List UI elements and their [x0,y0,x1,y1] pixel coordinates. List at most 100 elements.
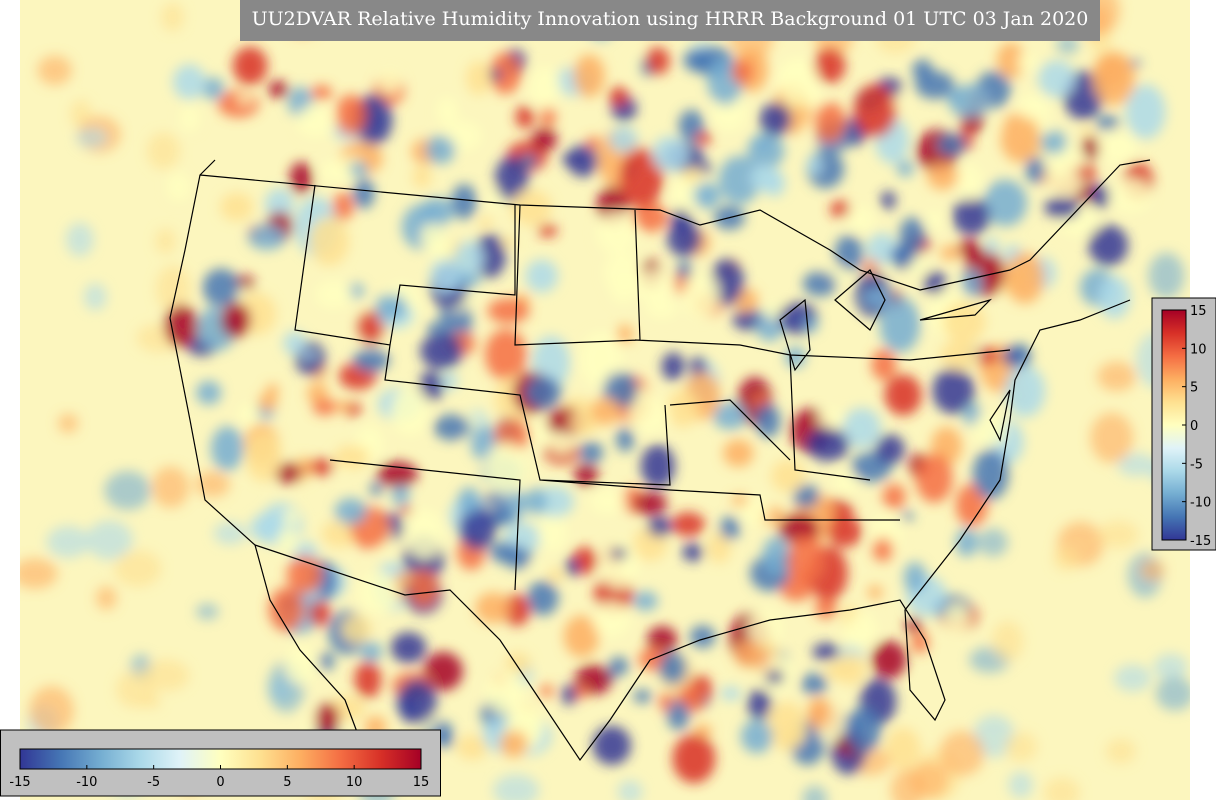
field-blob [315,280,353,310]
field-blob [538,514,568,552]
field-blob [867,585,883,600]
field-blob [202,268,240,307]
field-blob [1080,136,1101,160]
field-blob [245,431,282,482]
field-blob [943,602,971,635]
field-blob [932,367,975,414]
field-blob [299,457,315,476]
field-blob [1005,252,1045,304]
field-blob [430,257,460,294]
field-blob [488,68,502,81]
field-blob [502,235,515,248]
field-blob [972,412,1007,448]
field-blob [586,136,600,150]
field-blob [521,153,537,168]
field-blob [318,652,335,671]
field-blob [890,768,924,800]
field-blob [845,611,878,649]
field-blob [412,165,432,189]
field-blob [341,615,372,644]
field-blob [1008,771,1033,799]
field-blob [640,444,676,488]
field-blob [487,298,530,324]
field-blob [332,192,354,221]
field-blob [689,625,716,649]
field-blob [528,66,561,109]
field-blob [264,188,294,220]
v-tick-label: 15 [1190,304,1207,319]
field-blob [453,241,485,276]
field-blob [526,580,559,616]
field-blob [349,161,369,177]
h-tick-label: 15 [413,775,430,790]
field-blob [807,696,832,728]
field-blob [899,217,926,254]
field-blob [834,234,864,272]
field-blob [992,621,1024,662]
field-blob [217,90,260,118]
field-blob [179,105,200,132]
field-blob [420,332,463,370]
field-blob [755,404,781,438]
field-blob [911,631,929,654]
field-blob [1097,361,1137,392]
field-blob [116,670,155,708]
field-blob [812,643,840,661]
field-blob [1089,184,1110,209]
field-blob [747,689,772,720]
field-blob [549,432,575,455]
field-blob [801,673,828,695]
field-blob [1148,252,1185,299]
field-blob [632,202,669,232]
field-blob [628,395,670,434]
field-blob [807,155,823,176]
field-blob [84,283,107,311]
field-blob [1044,196,1081,219]
field-blob [720,686,742,701]
field-blob [955,164,984,201]
field-blob [903,561,927,594]
field-blob [592,725,632,765]
field-blob [676,261,692,279]
field-blob [806,427,850,462]
field-blob [499,730,529,758]
field-blob [915,453,953,503]
field-blob [762,536,790,575]
field-blob [752,394,768,406]
field-blob [510,189,552,226]
field-blob [525,259,558,293]
field-blob [489,541,517,563]
field-blob [835,653,866,685]
field-blob [996,42,1026,79]
field-blob [1000,111,1040,163]
field-blob [485,669,526,715]
field-blob [441,372,458,390]
field-blob [268,80,289,98]
field-blob [1004,365,1046,418]
field-blob [1016,94,1051,120]
field-blob [296,104,334,138]
field-blob [671,512,706,537]
field-blob [784,346,806,368]
field-blob [682,167,702,183]
field-blob [802,271,837,297]
field-blob [1155,676,1190,711]
field-blob [369,482,382,497]
field-blob [719,516,741,540]
field-blob [433,414,471,441]
field-blob [767,701,807,751]
field-blob [1077,163,1097,181]
field-blob [1037,60,1076,98]
field-blob [875,434,905,465]
field-blob [1109,178,1152,213]
field-blob [645,47,670,76]
field-blob [29,686,74,736]
field-blob [818,407,843,429]
field-blob [845,707,881,754]
field-blob [651,136,689,172]
field-blob [885,727,921,770]
field-blob [1114,664,1152,692]
field-blob [579,441,604,464]
field-blob [537,224,558,238]
field-blob [734,640,762,668]
